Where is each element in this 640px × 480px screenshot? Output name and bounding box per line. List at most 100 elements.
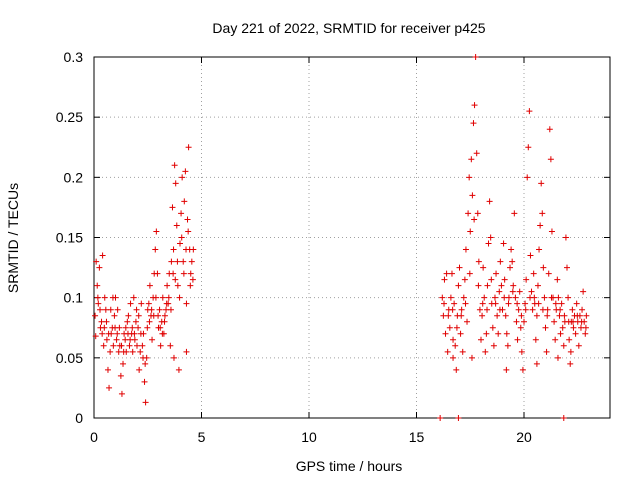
data-point bbox=[172, 276, 179, 283]
data-point bbox=[583, 312, 590, 319]
data-point bbox=[500, 240, 507, 247]
data-point bbox=[486, 198, 493, 205]
x-tick-label: 10 bbox=[301, 429, 317, 445]
data-point bbox=[460, 294, 467, 301]
data-point bbox=[99, 330, 106, 337]
data-point bbox=[450, 354, 457, 361]
data-point bbox=[149, 336, 156, 343]
data-point bbox=[551, 318, 558, 325]
data-point bbox=[92, 312, 99, 319]
data-point bbox=[531, 294, 538, 301]
data-point bbox=[458, 312, 465, 319]
data-point bbox=[453, 366, 460, 373]
data-point bbox=[467, 228, 474, 235]
data-point bbox=[458, 306, 465, 313]
data-point bbox=[476, 306, 483, 313]
data-point bbox=[567, 348, 574, 355]
data-point bbox=[97, 306, 104, 313]
data-point bbox=[113, 336, 120, 343]
data-point bbox=[142, 399, 149, 406]
data-point bbox=[189, 276, 196, 283]
data-point bbox=[507, 264, 514, 271]
data-point bbox=[525, 144, 532, 151]
data-point bbox=[483, 330, 490, 337]
data-point bbox=[153, 228, 160, 235]
data-point bbox=[558, 300, 565, 307]
data-point bbox=[542, 324, 549, 331]
data-point bbox=[441, 276, 448, 283]
data-point bbox=[566, 336, 573, 343]
data-point bbox=[103, 318, 110, 325]
data-point bbox=[466, 174, 473, 181]
data-point bbox=[470, 120, 477, 127]
data-point bbox=[106, 384, 113, 391]
data-point bbox=[552, 336, 559, 343]
data-point bbox=[565, 294, 572, 301]
data-point bbox=[146, 282, 153, 289]
data-point bbox=[540, 264, 547, 271]
data-point bbox=[179, 174, 186, 181]
data-point bbox=[164, 282, 171, 289]
data-point bbox=[190, 246, 197, 253]
data-point bbox=[183, 246, 190, 253]
data-point bbox=[173, 222, 180, 229]
data-point bbox=[539, 210, 546, 217]
data-point bbox=[514, 336, 521, 343]
data-point bbox=[178, 234, 185, 241]
data-point bbox=[498, 282, 505, 289]
data-point bbox=[133, 306, 140, 313]
y-tick-label: 0.3 bbox=[64, 49, 84, 65]
data-point bbox=[161, 312, 168, 319]
data-point bbox=[127, 336, 134, 343]
data-point bbox=[575, 342, 582, 349]
data-point bbox=[503, 330, 510, 337]
y-tick-label: 0.15 bbox=[56, 230, 83, 246]
data-point bbox=[493, 270, 500, 277]
data-point bbox=[533, 312, 540, 319]
data-point bbox=[497, 258, 504, 265]
data-point bbox=[474, 210, 481, 217]
data-point bbox=[118, 342, 125, 349]
data-point bbox=[146, 318, 153, 325]
data-point bbox=[170, 246, 177, 253]
data-point bbox=[522, 300, 529, 307]
y-tick-label: 0.05 bbox=[56, 350, 83, 366]
data-point bbox=[187, 270, 194, 277]
data-point bbox=[174, 282, 181, 289]
data-point bbox=[469, 192, 476, 199]
data-point bbox=[449, 306, 456, 313]
data-point bbox=[468, 156, 475, 163]
data-point bbox=[557, 330, 564, 337]
axis-ticks: 0 5 10 15 20 0 0.05 0.1 0.15 0.2 0.25 0.3 bbox=[56, 49, 610, 445]
data-point bbox=[145, 300, 152, 307]
data-point bbox=[136, 366, 143, 373]
data-point bbox=[144, 324, 151, 331]
data-point bbox=[183, 300, 190, 307]
data-point bbox=[129, 348, 136, 355]
data-point bbox=[490, 342, 497, 349]
data-point bbox=[130, 294, 137, 301]
data-point bbox=[501, 276, 508, 283]
data-point bbox=[471, 102, 478, 109]
data-point bbox=[161, 318, 168, 325]
grid-lines bbox=[94, 57, 610, 418]
data-point bbox=[114, 306, 121, 313]
data-point bbox=[94, 282, 101, 289]
data-point bbox=[116, 324, 123, 331]
data-point bbox=[478, 336, 484, 343]
data-point bbox=[485, 240, 492, 247]
data-point bbox=[92, 333, 99, 340]
data-point bbox=[442, 330, 449, 337]
data-point bbox=[104, 366, 111, 373]
data-point bbox=[559, 324, 566, 331]
data-point bbox=[570, 318, 577, 325]
data-point bbox=[163, 300, 170, 307]
data-point bbox=[443, 270, 450, 277]
data-point bbox=[165, 294, 172, 301]
data-point bbox=[103, 336, 110, 343]
data-point bbox=[168, 258, 175, 265]
data-point bbox=[111, 312, 118, 319]
data-point bbox=[472, 54, 479, 60]
data-point bbox=[526, 108, 533, 115]
